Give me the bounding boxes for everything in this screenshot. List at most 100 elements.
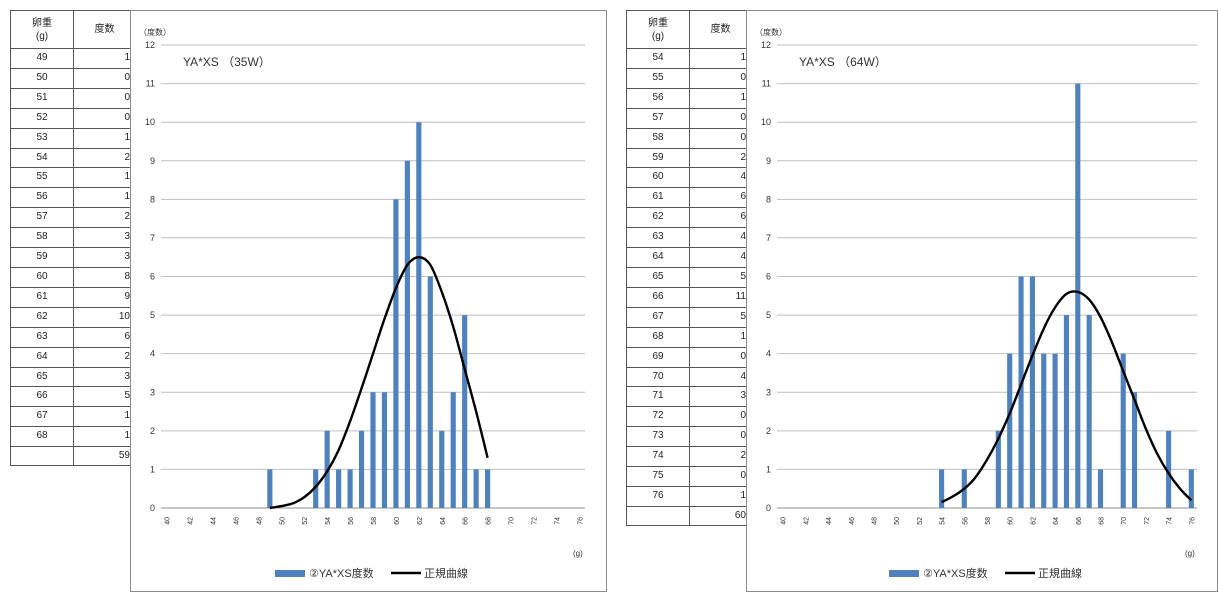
y-tick-label: 0	[150, 503, 155, 513]
table-row: 61 6	[626, 187, 752, 209]
table-row: 60 4	[626, 167, 752, 189]
x-tick-label: 44	[826, 517, 833, 525]
table-row: 55 0	[626, 67, 752, 89]
table-row: 63 4	[626, 227, 752, 249]
x-tick-label: 68	[1099, 517, 1106, 525]
x-tick-label: 42	[803, 517, 810, 525]
count-cell: 4	[689, 247, 752, 268]
table-row: 51 0	[10, 87, 136, 109]
histogram-bar	[939, 469, 945, 508]
weight-cell: 75	[626, 466, 690, 487]
x-tick-label: 40	[781, 517, 788, 525]
x-tick-label: 76	[577, 517, 584, 525]
table-row: 56 1	[626, 87, 752, 109]
y-tick-label: 9	[766, 156, 771, 166]
count-cell: 0	[689, 107, 752, 129]
weight-cell: 55	[626, 67, 690, 89]
y-tick-label: 1	[766, 464, 771, 474]
table-row: 75 0	[626, 466, 752, 487]
weight-cell: 55	[10, 167, 74, 189]
y-tick-label: 1	[150, 464, 155, 474]
x-tick-label: 72	[1144, 517, 1151, 525]
table-row: 58 0	[626, 127, 752, 149]
chart-title: YA*XS （35W）	[183, 55, 271, 69]
count-cell: 6	[689, 207, 752, 229]
weight-cell: 51	[10, 87, 74, 109]
weight-cell: 71	[626, 386, 690, 408]
y-tick-label: 2	[150, 426, 155, 436]
histogram-bar	[404, 160, 410, 508]
weight-cell: 66	[10, 386, 74, 408]
weight-cell: 73	[626, 426, 690, 448]
table-row: 64 4	[626, 247, 752, 268]
table-row: 64 2	[10, 346, 136, 368]
table-header-row: 卵重 (g) 度数	[626, 10, 752, 49]
y-axis-label: （度数）	[755, 27, 787, 37]
weight-column-header: 卵重 (g)	[10, 10, 74, 49]
table-row: 65 5	[626, 266, 752, 288]
histogram-bar	[381, 392, 388, 508]
y-tick-label: 10	[145, 117, 155, 127]
x-tick-label: 46	[233, 517, 240, 525]
histogram-bar	[1018, 276, 1024, 508]
count-cell: 1	[73, 187, 136, 209]
weight-cell: 63	[10, 326, 74, 348]
x-tick-label: 40	[165, 517, 172, 525]
x-tick-label: 70	[509, 517, 516, 525]
weight-cell: 74	[626, 446, 690, 468]
x-tick-label: 46	[849, 517, 856, 525]
x-tick-label: 68	[486, 517, 493, 525]
normal-curve-line	[941, 290, 1193, 504]
table-row: 54 1	[626, 48, 752, 69]
weight-cell: 64	[626, 247, 690, 268]
table-row: 56 1	[10, 187, 136, 209]
x-tick-label: 74	[554, 517, 561, 525]
histogram-bar	[393, 199, 399, 509]
table-row: 66 11	[626, 286, 752, 308]
y-tick-label: 11	[146, 79, 155, 89]
histogram-bar	[1097, 469, 1104, 508]
weight-cell: 76	[626, 485, 690, 507]
count-cell: 6	[689, 187, 752, 209]
count-cell: 4	[689, 167, 752, 189]
weight-cell: 60	[626, 167, 690, 189]
total-row: 60	[626, 505, 752, 526]
table-row: 74 2	[626, 446, 752, 468]
histogram-bar	[1166, 430, 1172, 508]
table-row: 57 0	[626, 107, 752, 129]
count-cell: 1	[73, 167, 136, 189]
weight-cell: 59	[10, 247, 74, 268]
x-tick-label: 50	[894, 517, 901, 525]
legend-bar-label: ②YA*XS度数	[309, 566, 374, 580]
count-cell: 0	[73, 107, 136, 129]
count-cell: 6	[73, 326, 136, 348]
frequency-table-64w: 卵重 (g) 度数 54 1 55 0 56 1 57 0 58 0 59 2 60 4 61 6 62 6 63 4 64 4…	[626, 10, 752, 526]
x-tick-label: 58	[985, 517, 992, 525]
weight-cell: 49	[10, 48, 74, 69]
x-tick-label: 54	[940, 517, 947, 525]
x-tick-label: 74	[1167, 517, 1174, 525]
x-tick-label: 72	[531, 517, 538, 525]
chart-title: YA*XS （64W）	[799, 55, 887, 69]
table-row: 66 5	[10, 386, 136, 408]
table-row: 65 3	[10, 366, 136, 388]
count-cell: 1	[689, 485, 752, 507]
count-cell: 2	[73, 147, 136, 169]
count-cell: 0	[689, 406, 752, 428]
histogram-bar	[1120, 353, 1126, 508]
count-cell: 0	[689, 127, 752, 149]
table-row: 55 1	[10, 167, 136, 189]
y-tick-label: 2	[766, 426, 771, 436]
weight-cell: 62	[10, 306, 74, 328]
total-count-cell: 59	[73, 446, 136, 467]
count-cell: 3	[73, 227, 136, 249]
y-tick-label: 5	[766, 310, 771, 320]
y-tick-label: 6	[766, 272, 771, 282]
legend-bar-swatch	[889, 570, 919, 577]
count-column-header: 度数	[689, 10, 752, 49]
table-row: 59 3	[10, 247, 136, 268]
weight-cell: 57	[10, 207, 74, 229]
x-tick-label: 76	[1189, 517, 1196, 525]
weight-cell: 62	[626, 207, 690, 229]
